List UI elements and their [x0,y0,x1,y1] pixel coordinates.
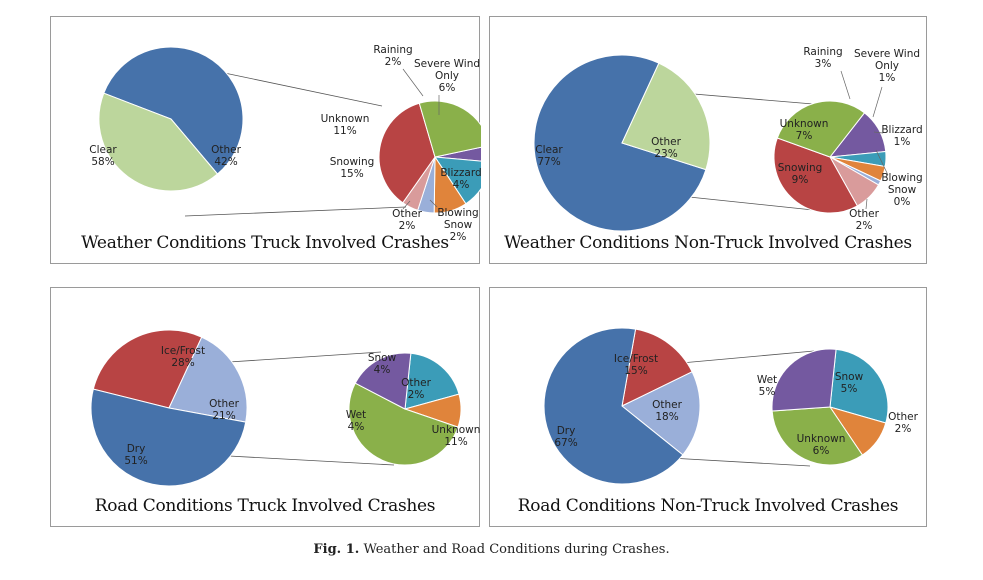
chart-title: Road Conditions Non-Truck Involved Crash… [517,496,899,516]
figure-caption-text: Weather and Road Conditions during Crash… [363,542,670,557]
panel-weather-truck: Clear 58% Other 42% Raining 2% Severe Wind Only… [50,16,481,264]
pie-chart-weather-nontruck: Clear 77% Other 23% Raining 3% Severe Wind Only… [533,46,923,232]
main-slice-clear [103,46,244,175]
main-label-dry: Dry 67% [554,425,577,449]
leader-line [429,199,438,208]
leader-line [873,131,884,134]
detail-slice-unknown [418,100,481,158]
pie-chart-weather-truck: Clear 58% Other 42% Raining 2% Severe Wind Only… [89,44,481,243]
leader-line [872,86,883,118]
main-slice-dry [90,388,247,487]
pie-chart-road-truck: Ice/Frost 28% Other 21% Dry 51% Snow 4%Other 2%U… [90,329,481,487]
main-label-other: Other 18% [652,399,682,423]
leader-line [402,200,411,210]
chart-title: Weather Conditions Non-Truck Involved Cr… [504,233,912,253]
connector-line [228,455,395,466]
main-slice-other [621,371,701,456]
detail-label-unknown: Unknown 6% [797,433,846,457]
main-label-ice-frost: Ice/Frost 28% [161,345,205,369]
detail-slice-unknown [776,100,866,158]
detail-label-other: Other 2% [849,208,879,232]
detail-slice-snowing [378,102,436,204]
detail-label-snowing: Snowing 15% [330,156,375,180]
detail-label-blizzard: Blizzard 4% [440,167,481,191]
detail-label-unknown: Unknown 7% [780,118,829,142]
detail-label-snow: Snow 4% [368,352,397,376]
detail-label-other: Other 2% [392,208,422,232]
detail-label-severe-wind-only: Severe Wind Only 6% [414,58,480,94]
main-slice-ice-frost [92,329,203,409]
detail-label-blowing-snow: Blowing Snow 0% [881,172,922,208]
main-label-dry: Dry 51% [124,443,147,467]
leader-line [402,68,424,97]
main-slice-other [168,336,248,423]
connector-line [184,206,407,217]
detail-slice-unknown [348,382,459,466]
connector-line [669,350,815,365]
main-label-ice-frost: Ice/Frost 15% [614,353,658,377]
detail-label-blizzard: Blizzard 1% [881,124,922,148]
leader-line [840,70,851,100]
detail-label-raining: Raining 2% [373,44,412,68]
main-slice-clear [533,54,707,232]
detail-label-snow: Snow 5% [835,371,864,395]
connector-line [228,351,382,363]
figure-number: Fig. 1. [313,542,360,557]
panel-road-truck: Ice/Frost 28% Other 21% Dry 51% Snow 4% Other 2% U… [50,287,480,527]
panel-weather-nontruck: Clear 77% Other 23% Raining 3% Severe Wind Only… [489,16,927,264]
detail-label-unknown: Unknown 11% [321,113,370,137]
detail-label-blowing-snow: Blowing Snow 2% [437,207,478,243]
main-slice-ice-frost [621,328,693,407]
main-label-clear: Clear 77% [535,144,563,168]
main-label-clear: Clear 58% [89,144,117,168]
detail-label-unknown: Unknown 11% [432,424,481,448]
detail-slice-wet [354,352,412,410]
detail-label-other: Other 2% [888,411,918,435]
detail-slice-snow [829,348,889,424]
main-label-other: Other 42% [211,144,241,168]
figure-caption: Fig. 1. Weather and Road Conditions duri… [0,542,983,557]
detail-slice-unknown [771,406,864,466]
detail-label-severe-wind-only: Severe Wind Only 1% [854,48,920,84]
main-label-other: Other 23% [651,136,681,160]
connector-line [669,194,814,211]
detail-label-wet: Wet 5% [757,374,777,398]
chart-title: Road Conditions Truck Involved Crashes [94,496,436,516]
main-slice-other [621,62,711,171]
leader-line [875,149,889,176]
detail-slice-snowing [773,137,859,214]
detail-label-wet: Wet 4% [346,409,366,433]
connector-line [669,457,811,467]
pie-chart-road-nontruck: Ice/Frost 15% Other 18% Dry 67% Snow 5% Other 2% U… [543,327,919,485]
leader-line [865,198,868,210]
panel-road-nontruck: Ice/Frost 15% Other 18% Dry 67% Snow 5% Other 2% U… [489,287,927,527]
detail-slice-wet [771,348,837,412]
detail-label-snowing: Snowing 9% [778,162,823,186]
detail-label-raining: Raining 3% [803,46,842,70]
chart-title: Weather Conditions Truck Involved Crashe… [81,233,449,253]
detail-slice-severe-wind-only [434,156,481,205]
main-label-other: Other 21% [209,398,239,422]
detail-slice-snow [404,352,460,410]
main-slice-other [98,92,219,192]
detail-label-other: Other 2% [401,377,431,401]
main-slice-dry [543,327,684,485]
